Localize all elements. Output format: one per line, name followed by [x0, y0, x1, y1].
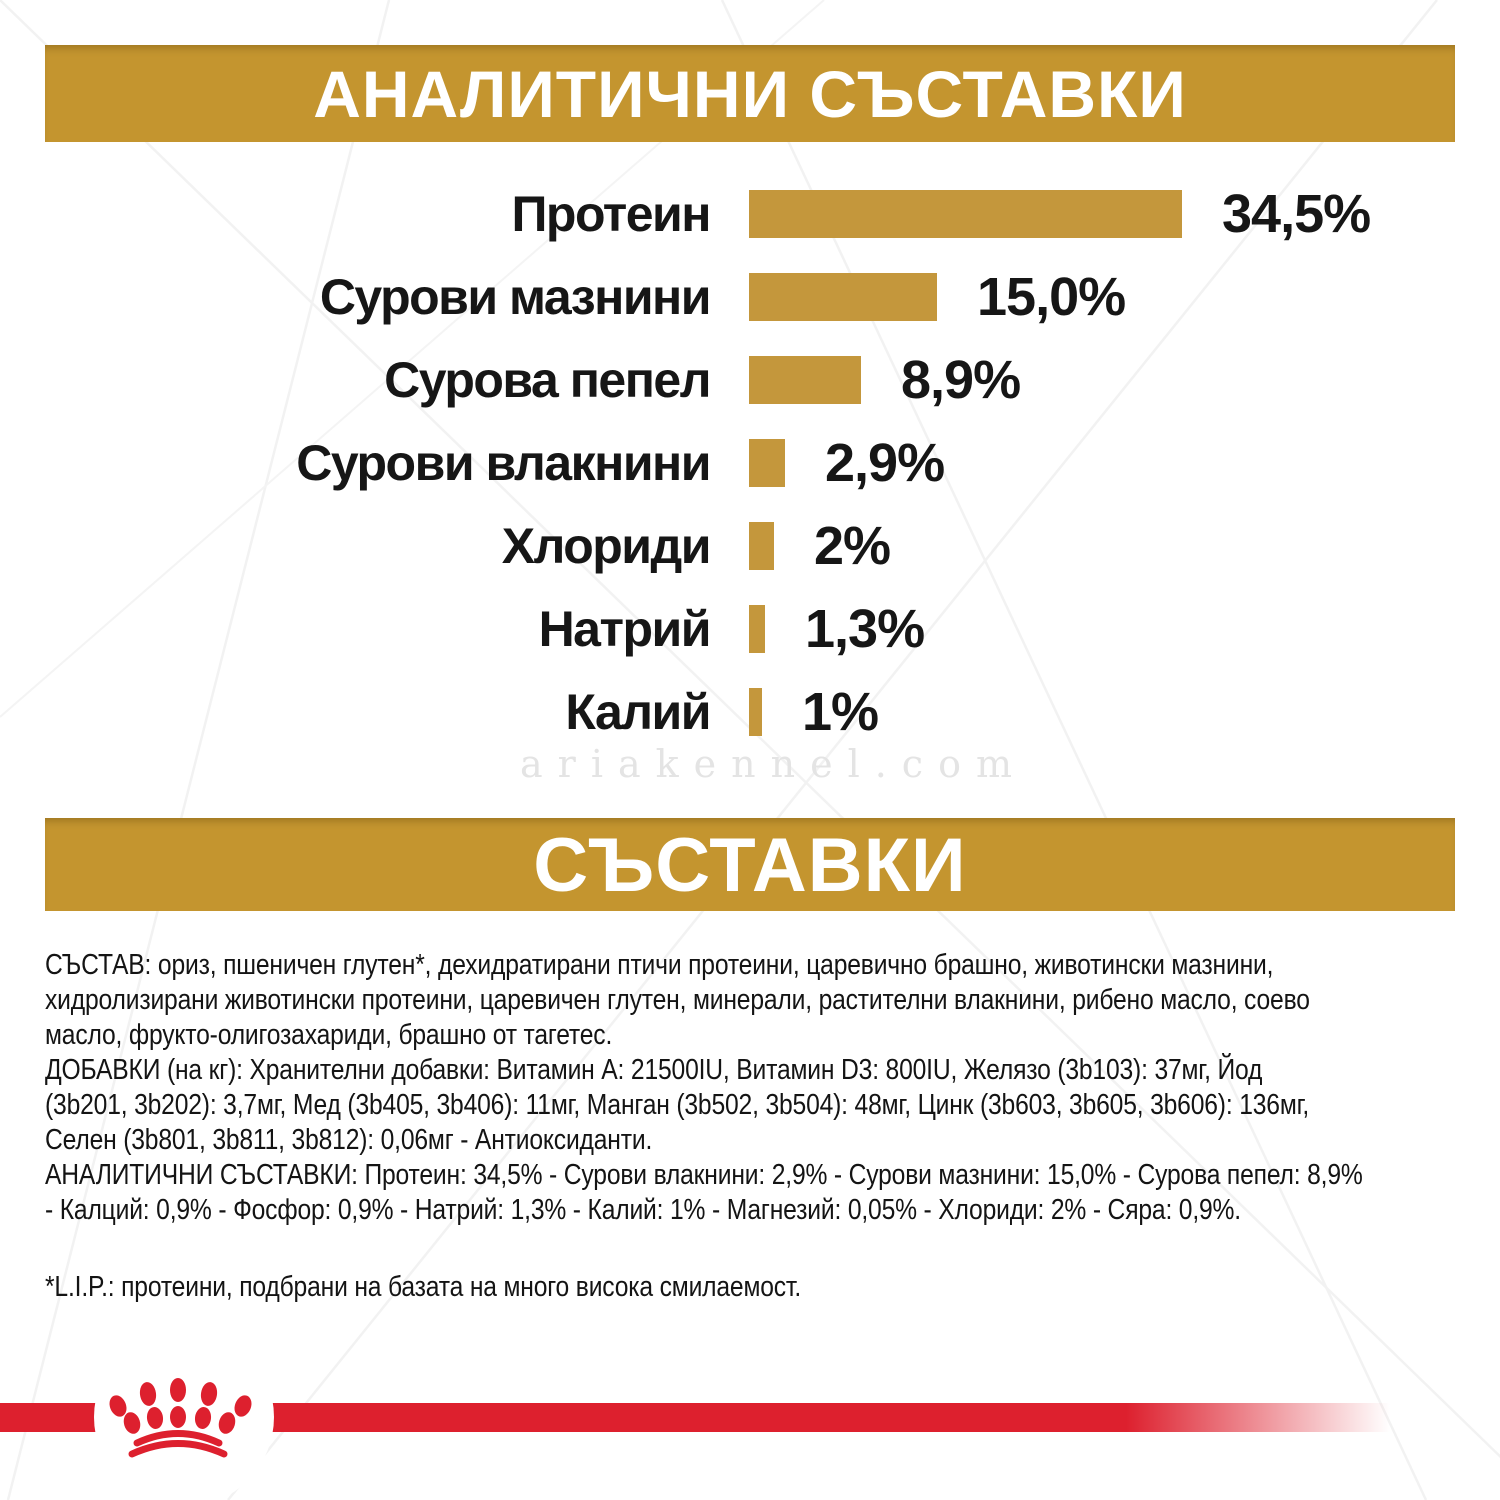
royal-canin-crown-icon [109, 1378, 252, 1458]
bar [749, 604, 765, 653]
analytical-constituents-bar-chart: Протеин 34,5% Сурови мазнини 15,0% Сурова пе… [45, 172, 1455, 753]
bar [749, 272, 937, 321]
chart-row: Калий 1% [45, 670, 1455, 753]
bar-label: Натрий [538, 600, 712, 657]
site-watermark: ariakennel.com [520, 742, 1028, 786]
chart-row: Сурова пепел 8,9% [45, 338, 1455, 421]
bar-label: Сурова пепел [384, 351, 711, 408]
bar-label: Сурови влакнини [296, 434, 711, 491]
bar [749, 521, 774, 570]
ingredients-banner: СЪСТАВКИ [45, 818, 1455, 911]
bar-label: Хлориди [501, 517, 712, 574]
bar-label: Протеин [511, 185, 711, 242]
analytical-paragraph: АНАЛИТИЧНИ СЪСТАВКИ: Протеин: 34,5% - Су… [45, 1159, 1363, 1226]
bar [749, 189, 1182, 238]
chart-row: Сурови влакнини 2,9% [45, 421, 1455, 504]
bar [749, 438, 785, 487]
bar-value: 2% [814, 515, 891, 576]
chart-row: Натрий 1,3% [45, 587, 1455, 670]
bar-value: 1% [802, 681, 879, 742]
bar-label: Сурови мазнини [319, 268, 712, 325]
bar-value: 1,3% [805, 598, 925, 659]
bar-value: 2,9% [825, 432, 945, 493]
composition-paragraph: СЪСТАВ: ориз, пшеничен глутен*, дехидрат… [45, 949, 1310, 1051]
bar-value: 34,5% [1222, 183, 1371, 244]
chart-row: Сурови мазнини 15,0% [45, 255, 1455, 338]
ingredients-text-block: СЪСТАВ: ориз, пшеничен глутен*, дехидрат… [45, 948, 1463, 1305]
bar [749, 687, 762, 736]
analytical-constituents-banner: АНАЛИТИЧНИ СЪСТАВКИ [45, 45, 1455, 142]
bar-value: 8,9% [901, 349, 1021, 410]
bar-value: 15,0% [977, 266, 1126, 327]
lip-footnote: *L.I.P.: протеини, подбрани на базата на… [45, 1271, 802, 1303]
bar-label: Калий [565, 683, 711, 740]
bar [749, 355, 861, 404]
chart-row: Протеин 34,5% [45, 172, 1455, 255]
chart-row: Хлориди 2% [45, 504, 1455, 587]
additives-paragraph: ДОБАВКИ (на кг): Хранителни добавки: Вит… [45, 1054, 1310, 1156]
